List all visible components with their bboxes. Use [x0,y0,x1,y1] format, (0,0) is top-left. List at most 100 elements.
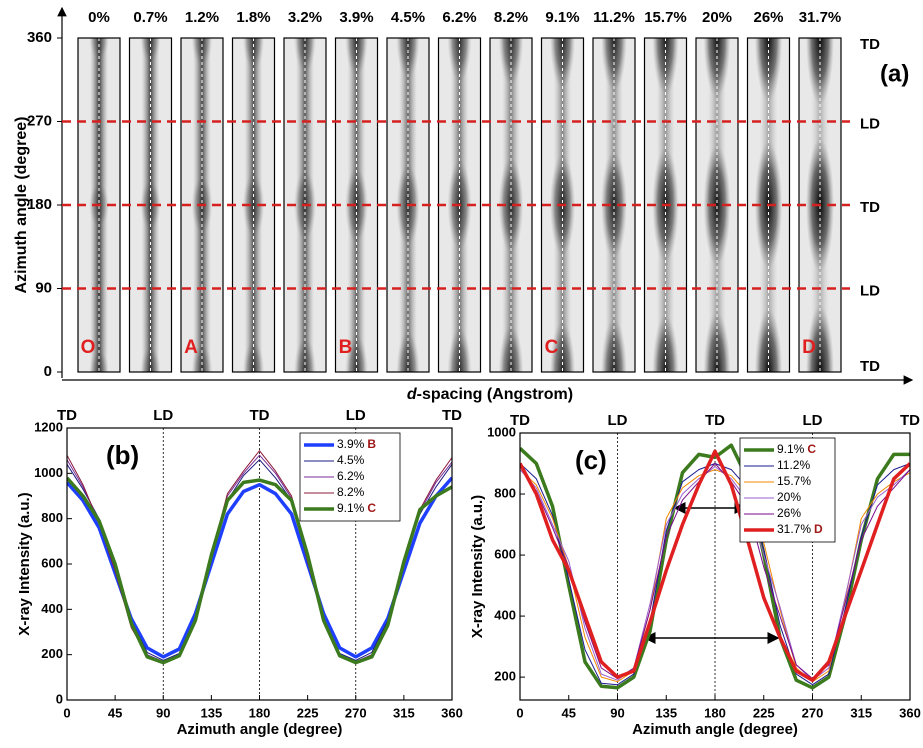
strip-frame [643,37,688,373]
legend-tag: B [367,437,376,451]
strip [490,38,532,372]
strip [541,38,584,372]
legend-name: 9.1% [337,501,365,515]
legend-frame [299,432,401,522]
strip-blob [242,38,265,70]
legend-name: 26% [777,506,801,520]
data-line [67,476,452,665]
direction-label: TD [860,36,880,53]
strip-blob [703,144,731,266]
y-tick-label: 360 [27,29,52,46]
strip-blob [447,327,472,372]
strain-label: 1.8% [236,9,270,26]
strip-blob [89,350,109,372]
y-tick-label: 1200 [34,419,63,434]
strip-frame [180,37,224,373]
x-tick-label: 0 [63,705,70,720]
x-axis-title-text: -spacing (Angstrom) [417,386,573,403]
legend-label: 11.2% [777,458,810,472]
legend-label: 9.1% C [337,501,376,515]
direction-label: LD [608,412,628,429]
data-line [520,466,910,681]
x-axis-title: Azimuth angle (degree) [632,721,798,738]
direction-label: TD [442,407,462,424]
strip [799,38,841,372]
y-tick-label: 180 [27,196,52,213]
strain-label: 31.7% [799,9,842,26]
strip [644,38,687,372]
strain-label: 6.2% [442,9,476,26]
x-tick-label: 225 [297,705,319,720]
strain-label: 15.7% [644,9,687,26]
direction-label: LD [346,407,366,424]
x-tick-label: 135 [655,705,677,720]
strain-label: 0% [88,9,110,26]
y-tick-label: 400 [494,608,516,623]
y-axis-title: X-ray Intensity (a.u.) [469,495,486,638]
strip-blob [447,38,472,83]
x-axis-title: d-spacing (Angstrom) [407,386,573,403]
strain-label: 26% [753,9,783,26]
direction-label: TD [860,199,880,216]
strip-blob [601,150,627,260]
legend-name: 31.7% [777,522,811,536]
y-tick-label: 0 [44,363,52,380]
legend-label: 31.7% D [777,522,823,536]
strip-blob [652,38,679,96]
direction-label: LD [860,282,880,299]
direction-label: LD [860,115,880,132]
x-tick-label: 180 [249,705,271,720]
strip [593,38,635,372]
strain-label: 3.2% [288,9,322,26]
data-line [520,469,910,683]
y-tick-label: 0 [56,691,63,706]
y-tick-label: 800 [494,485,516,500]
strip-blob [89,38,109,60]
y-tick-label: 1000 [487,424,516,439]
x-tick-label: 90 [610,705,624,720]
legend-frame [739,437,836,543]
y-tick-label: 200 [494,669,516,684]
y-tick-label: 600 [494,546,516,561]
strip [387,38,429,372]
y-tick-label: 800 [41,510,63,525]
x-tick-label: 45 [108,705,122,720]
strip-blob [498,157,524,253]
strip-blob [345,166,368,244]
strip-frame [540,37,585,373]
x-axis-title: Azimuth angle (degree) [177,721,343,738]
legend-name: 3.9% [337,437,365,451]
legend-name: 9.1% [777,442,805,456]
legend-label: 4.5% [337,453,365,467]
x-tick-label: 270 [345,705,367,720]
legend-tag: D [814,522,823,536]
x-axis-title-var: d [407,386,418,403]
strip-blob [140,346,161,372]
sample-marker: A [184,337,198,358]
x-tick-label: 360 [441,705,463,720]
strain-label: 8.2% [494,9,528,26]
legend-label: 3.9% B [337,437,376,451]
strip-blob [806,38,834,105]
sample-marker: D [802,337,816,358]
panel-label: (b) [106,440,139,470]
legend-tag: C [807,442,816,456]
panel-label: (a) [880,60,909,87]
strip-blob [293,337,317,372]
legend-label: 8.2% [337,485,365,499]
legend-label: 15.7% [777,474,811,488]
sample-marker: O [81,337,96,358]
y-axis-title: X-ray Intensity (a.u.) [16,492,33,635]
legend-name: 8.2% [337,485,365,499]
x-tick-label: 90 [156,705,170,720]
legend-tag: C [367,501,376,515]
direction-label: TD [705,412,725,429]
y-tick-label: 270 [27,112,52,129]
x-tick-label: 0 [516,705,523,720]
plot-lines [67,450,452,665]
strain-label: 0.7% [133,9,167,26]
y-tick-label: 200 [41,646,63,661]
direction-label: LD [803,412,823,429]
data-line [520,463,910,680]
